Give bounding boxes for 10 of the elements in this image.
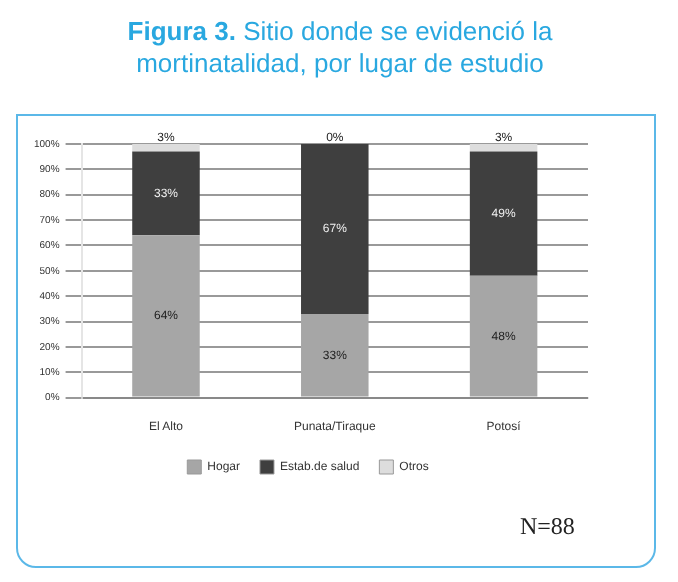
bar	[301, 313, 369, 397]
bar	[132, 235, 200, 397]
chart-title: Figura 3. Sitio donde se evidenció la mortinatalidad, por lugar de estudio	[125, 16, 555, 80]
bar	[469, 275, 538, 397]
bar	[301, 144, 369, 314]
bar	[132, 151, 200, 236]
bar	[132, 144, 200, 152]
bar	[469, 151, 538, 276]
text: N=88	[520, 512, 575, 542]
bar	[469, 144, 538, 152]
